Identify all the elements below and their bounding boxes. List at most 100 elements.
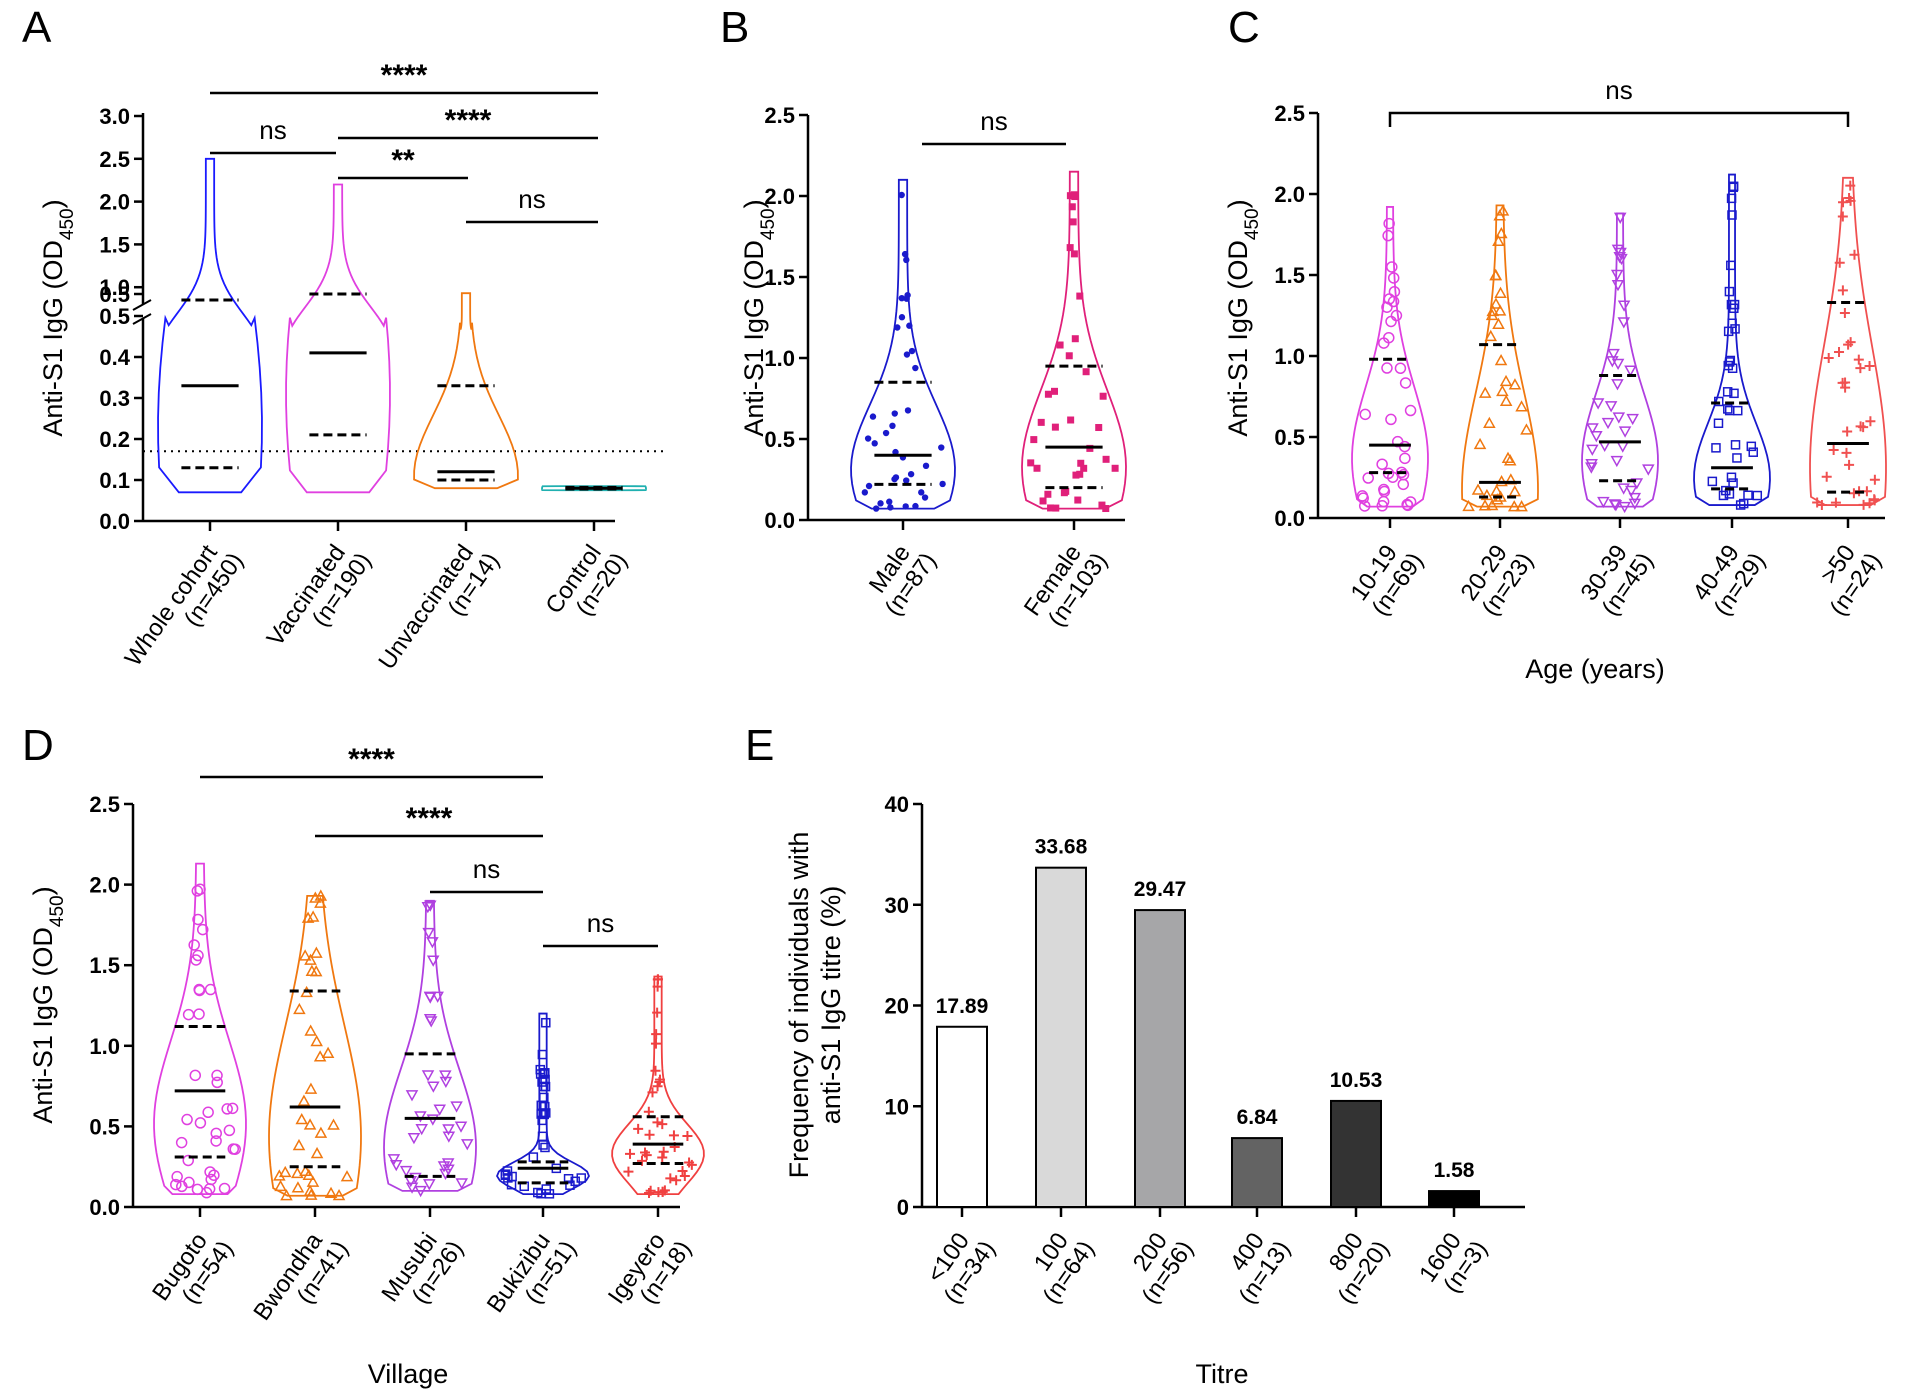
violin-10-19 <box>1351 206 1429 508</box>
panel-e: E 0 10 20 30 40 Frequency of individuals with a… <box>745 721 1525 1389</box>
data-point <box>652 1117 663 1128</box>
data-point <box>1610 455 1624 468</box>
data-point <box>918 489 925 496</box>
panel-letter-b: B <box>720 3 749 52</box>
data-point <box>1711 443 1721 453</box>
y-tick-label: 1.0 <box>89 1034 120 1059</box>
data-point <box>1723 326 1734 337</box>
data-point <box>1394 362 1407 375</box>
y-axis-label-main: Anti-S1 IgG (OD <box>38 240 68 437</box>
data-point <box>1044 490 1052 498</box>
y-axis-label-main: Anti-S1 IgG (OD <box>28 927 58 1124</box>
y-tick-label: 20 <box>885 994 909 1019</box>
data-point <box>399 1165 413 1178</box>
significance-bracket <box>1388 111 1850 127</box>
data-point <box>535 1069 546 1079</box>
data-point <box>1039 497 1047 505</box>
data-point <box>1830 497 1841 508</box>
significance-label: ns <box>980 106 1007 136</box>
panel-c: C 0.0 0.5 1.0 1.5 2.0 2.5 Anti-S1 IgG (OD450) ns… <box>1223 3 1887 684</box>
data-point <box>1585 458 1598 471</box>
data-point <box>1080 464 1088 472</box>
data-point <box>223 1124 236 1137</box>
y-tick-label: 0.1 <box>99 468 130 493</box>
data-point <box>1356 490 1369 502</box>
data-point <box>218 1182 231 1195</box>
data-point <box>314 896 327 908</box>
y-tick-label: 0.3 <box>99 386 130 411</box>
data-point <box>1855 363 1866 374</box>
data-point <box>679 1171 690 1182</box>
data-point <box>192 949 204 962</box>
data-point <box>1613 212 1627 224</box>
data-point <box>877 500 884 507</box>
data-point <box>645 1185 656 1196</box>
data-point <box>1076 292 1084 300</box>
data-point <box>1722 387 1733 397</box>
data-point <box>921 494 929 501</box>
data-point <box>280 1189 293 1201</box>
data-point <box>1617 483 1630 495</box>
data-point <box>1713 418 1724 429</box>
data-point <box>1844 192 1855 203</box>
y-tick-label: 2.0 <box>1274 182 1305 207</box>
data-point <box>1508 378 1522 390</box>
data-point <box>175 1136 188 1149</box>
y-axis-label-end: ) <box>38 199 68 208</box>
data-point <box>1515 400 1528 412</box>
data-point <box>1503 454 1517 466</box>
data-point <box>939 480 946 488</box>
data-point <box>903 256 910 264</box>
data-point <box>1386 261 1398 273</box>
data-point <box>1390 309 1403 322</box>
data-point <box>677 1166 688 1177</box>
data-point <box>869 413 877 420</box>
data-point <box>1838 197 1849 208</box>
data-point <box>1841 447 1852 458</box>
data-point <box>1065 352 1073 360</box>
data-point <box>892 474 900 481</box>
data-point <box>1491 493 1504 505</box>
bar-value-label: 33.68 <box>1035 836 1088 859</box>
data-point <box>310 1034 323 1047</box>
data-point <box>537 1131 548 1142</box>
data-point <box>1865 416 1876 427</box>
data-point <box>340 1170 354 1182</box>
data-point <box>387 1154 401 1166</box>
y-axis-label: Anti-S1 IgG (OD450) <box>38 199 78 436</box>
data-point <box>293 1002 306 1015</box>
data-point <box>1617 300 1631 312</box>
data-point <box>1496 204 1510 216</box>
significance-label: ns <box>259 115 286 145</box>
data-point <box>221 1103 233 1115</box>
data-point <box>171 1170 183 1183</box>
data-point <box>652 974 663 985</box>
panel-letter-c: C <box>1228 3 1260 52</box>
violin-female <box>1021 170 1127 510</box>
data-point <box>500 1170 511 1181</box>
data-point <box>314 889 328 901</box>
data-point <box>1070 250 1078 258</box>
data-point <box>1834 347 1845 358</box>
data-point <box>650 1038 661 1049</box>
data-point <box>421 1070 435 1082</box>
panel-letter-e: E <box>745 721 774 770</box>
data-point <box>210 1127 223 1140</box>
y-tick-label: 2.5 <box>99 147 130 172</box>
data-point <box>1616 441 1630 453</box>
data-point <box>889 422 896 430</box>
data-point <box>647 1087 658 1098</box>
data-point <box>1837 285 1848 296</box>
data-point <box>1496 384 1509 397</box>
data-point <box>865 482 873 490</box>
data-point <box>423 1179 436 1191</box>
data-point <box>1397 478 1410 491</box>
data-point <box>1718 490 1729 501</box>
data-point <box>625 1148 636 1159</box>
data-point <box>427 1081 440 1093</box>
data-point <box>903 477 910 484</box>
data-point <box>1485 498 1499 511</box>
data-point <box>1730 324 1740 334</box>
bar <box>1134 909 1186 1208</box>
data-point <box>1729 299 1740 310</box>
